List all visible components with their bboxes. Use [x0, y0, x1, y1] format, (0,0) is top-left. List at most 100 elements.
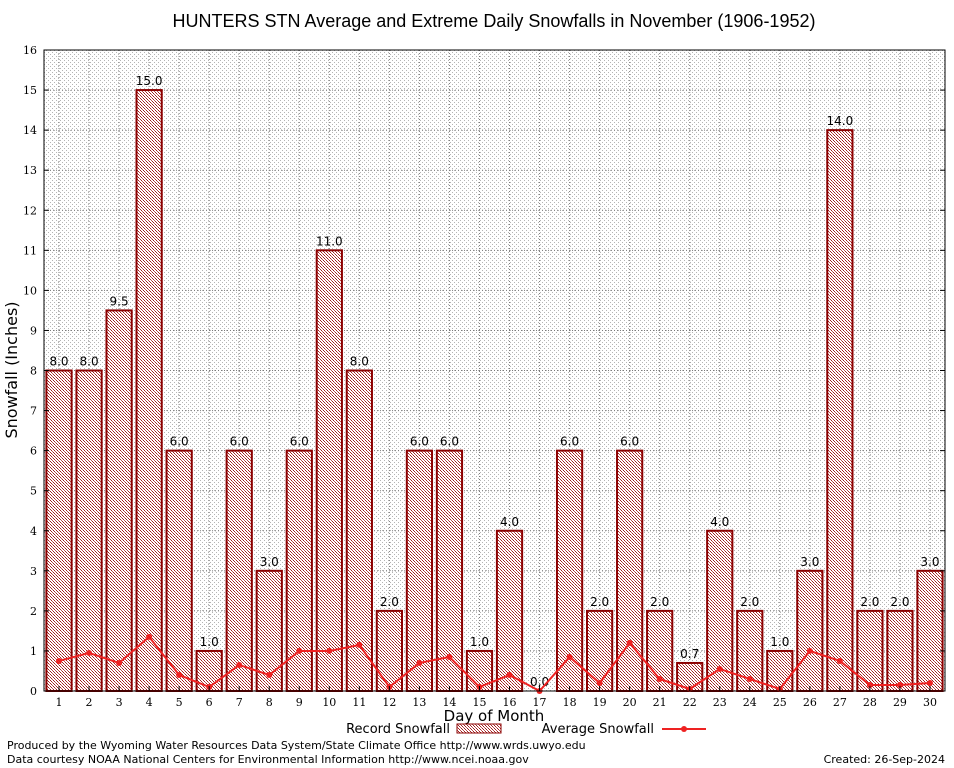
- bar: [45, 369, 73, 692]
- x-axis-ticks: 1 2 3 4 5 6 7 8 9 10 11 12 13 14 15 16 17 18 19 20 21 22 23 24 2…: [56, 686, 937, 709]
- bar: [315, 249, 343, 692]
- bar-value-label: 2.0: [380, 595, 399, 609]
- x-tick-label: 4: [146, 696, 153, 709]
- bar: [105, 309, 133, 692]
- x-tick-label: 6: [206, 696, 213, 709]
- y-tick-label: 11: [23, 244, 37, 257]
- bar-value-label: 14.0: [827, 114, 854, 128]
- bar-value-label: 3.0: [920, 555, 939, 569]
- average-point: [896, 681, 903, 688]
- footer-producer: Produced by the Wyoming Water Resources …: [7, 739, 586, 752]
- y-tick-label: 7: [30, 405, 37, 418]
- y-tick-label: 5: [30, 485, 37, 498]
- y-tick-label: 6: [30, 445, 37, 458]
- x-tick-label: 11: [352, 696, 366, 709]
- x-tick-label: 16: [503, 696, 517, 709]
- bar: [796, 569, 824, 692]
- x-tick-label: 27: [833, 696, 847, 709]
- legend-label-record: Record Snowfall: [346, 722, 450, 737]
- bar-value-label: 2.0: [590, 595, 609, 609]
- bar-value-label: 2.0: [650, 595, 669, 609]
- footer-source: Data courtesy NOAA National Centers for …: [7, 753, 529, 766]
- average-point: [326, 647, 333, 654]
- x-tick-label: 17: [533, 696, 547, 709]
- average-point: [506, 671, 513, 678]
- bar-value-label: 4.0: [500, 515, 519, 529]
- bar: [886, 609, 914, 692]
- x-tick-label: 1: [56, 696, 63, 709]
- bar-value-label: 6.0: [620, 435, 639, 449]
- bar: [165, 449, 193, 692]
- legend: Record Snowfall Average Snowfall: [346, 722, 706, 737]
- footer-created: Created: 26-Sep-2024: [823, 753, 945, 766]
- bar-value-label: 4.0: [710, 515, 729, 529]
- x-tick-label: 2: [86, 696, 93, 709]
- bar-value-label: 3.0: [260, 555, 279, 569]
- y-tick-label: 0: [30, 685, 37, 698]
- bar-value-label: 1.0: [770, 635, 789, 649]
- x-tick-label: 15: [472, 696, 486, 709]
- bar-value-label: 2.0: [860, 595, 879, 609]
- y-tick-label: 10: [23, 284, 37, 297]
- bar: [826, 129, 854, 692]
- bar: [375, 609, 403, 692]
- average-point: [146, 633, 153, 640]
- bar: [255, 569, 283, 692]
- x-tick-label: 10: [322, 696, 336, 709]
- x-axis-label: Day of Month: [444, 707, 545, 725]
- average-point: [866, 681, 873, 688]
- x-tick-label: 12: [382, 696, 396, 709]
- average-point: [566, 653, 573, 660]
- average-point: [836, 657, 843, 664]
- bar-value-label: 6.0: [560, 435, 579, 449]
- bar-value-label: 2.0: [890, 595, 909, 609]
- x-tick-label: 7: [236, 696, 243, 709]
- bar-value-label: 6.0: [440, 435, 459, 449]
- bar-value-label: 3.0: [800, 555, 819, 569]
- x-tick-label: 22: [683, 696, 697, 709]
- x-tick-label: 24: [743, 696, 757, 709]
- y-tick-label: 2: [30, 605, 37, 618]
- x-tick-label: 28: [863, 696, 877, 709]
- x-tick-label: 5: [176, 696, 183, 709]
- average-point: [716, 665, 723, 672]
- bar: [75, 369, 103, 692]
- snowfall-chart: HUNTERS STN Average and Extreme Daily Sn…: [2, 11, 946, 737]
- bar-value-label: 8.0: [80, 355, 99, 369]
- x-tick-label: 25: [773, 696, 787, 709]
- x-tick-label: 23: [713, 696, 727, 709]
- average-point: [926, 679, 933, 686]
- bar-value-label: 6.0: [290, 435, 309, 449]
- average-point: [416, 659, 423, 666]
- average-point: [296, 647, 303, 654]
- x-tick-label: 21: [653, 696, 667, 709]
- bar: [616, 449, 644, 692]
- y-tick-label: 9: [30, 324, 37, 337]
- y-tick-label: 1: [30, 645, 37, 658]
- bar: [555, 449, 584, 692]
- legend-swatch-record: [456, 723, 502, 734]
- bar-value-label: 1.0: [470, 635, 489, 649]
- bar-labels: 8.0 8.0 9.5 15.0 6.0 1.0 6.0 3.0 6.0 11.0 8.0 2.0 6.…: [49, 74, 939, 689]
- average-point: [596, 679, 603, 686]
- y-tick-label: 4: [30, 525, 37, 538]
- average-line: [56, 633, 933, 694]
- y-tick-label: 8: [30, 365, 37, 378]
- x-tick-label: 3: [116, 696, 123, 709]
- bar-value-label: 8.0: [49, 355, 68, 369]
- y-axis-label: Snowfall (Inches): [2, 301, 21, 438]
- average-point: [656, 675, 663, 682]
- x-tick-label: 9: [296, 696, 303, 709]
- average-point: [116, 659, 123, 666]
- x-tick-label: 20: [623, 696, 637, 709]
- bar: [916, 569, 944, 692]
- average-point: [236, 661, 243, 668]
- bar-value-label: 6.0: [170, 435, 189, 449]
- bar: [135, 89, 163, 692]
- bar-value-label: 9.5: [110, 294, 129, 308]
- y-tick-label: 16: [23, 44, 37, 57]
- x-tick-label: 30: [923, 696, 937, 709]
- y-tick-label: 14: [23, 124, 37, 137]
- x-tick-label: 26: [803, 696, 817, 709]
